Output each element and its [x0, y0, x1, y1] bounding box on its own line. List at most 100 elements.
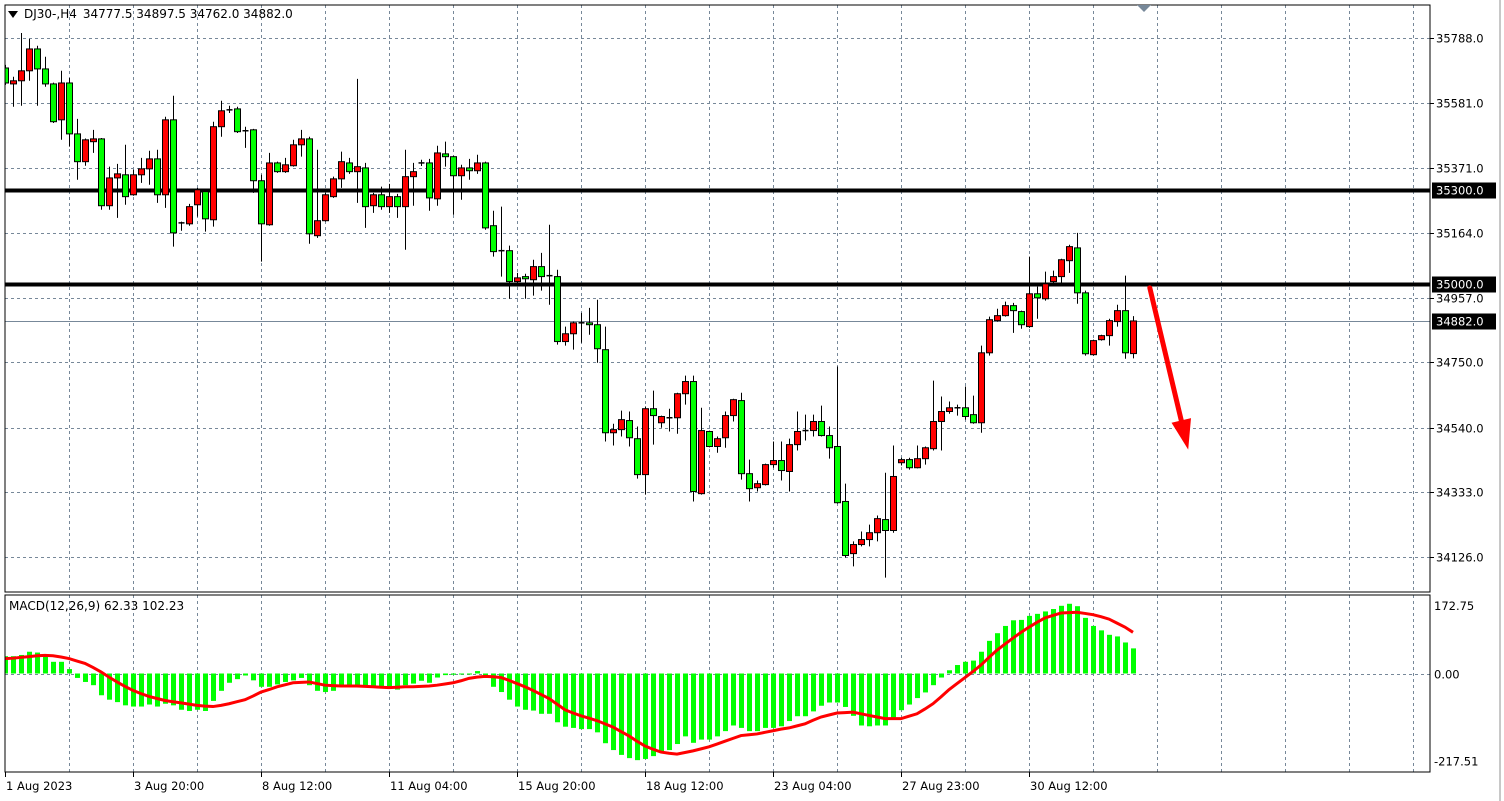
macd-histogram-bar	[883, 673, 888, 726]
macd-histogram-bar	[451, 673, 456, 675]
candle-body	[490, 225, 497, 253]
price-level-label: 35000.0	[1436, 278, 1484, 292]
macd-histogram-bar	[819, 673, 824, 706]
macd-histogram-bar	[35, 652, 40, 674]
macd-histogram-bar	[27, 651, 32, 674]
macd-histogram-bar	[435, 673, 440, 678]
macd-axis-label: -217.51	[1434, 755, 1478, 769]
macd-histogram-bar	[1003, 625, 1008, 674]
macd-histogram-bar	[331, 673, 336, 691]
candle-body	[402, 176, 409, 208]
macd-histogram-bar	[747, 673, 752, 732]
candle-body	[1090, 340, 1097, 356]
macd-histogram-bar	[355, 673, 360, 686]
macd-histogram-bar	[915, 673, 920, 699]
candle-body	[26, 48, 33, 72]
candle-body	[202, 191, 209, 220]
macd-histogram-bar	[795, 673, 800, 717]
candle-body	[930, 421, 937, 450]
price-axis-label: 34957.0	[1436, 292, 1484, 306]
macd-histogram-bar	[1059, 605, 1064, 674]
candle-body	[1098, 335, 1105, 341]
time-axis-label: 1 Aug 2023	[6, 779, 72, 793]
candle-body	[274, 162, 281, 173]
candle-body	[634, 438, 641, 476]
macd-histogram-bar	[43, 656, 48, 674]
macd-histogram-bar	[251, 673, 256, 681]
macd-histogram-bar	[11, 656, 16, 674]
macd-histogram-bar	[715, 673, 720, 737]
macd-histogram-bar	[1019, 619, 1024, 674]
macd-histogram-bar	[115, 673, 120, 703]
macd-histogram-bar	[219, 673, 224, 691]
macd-histogram-bar	[587, 673, 592, 730]
candle-body	[474, 162, 481, 172]
macd-histogram-bar	[619, 673, 624, 755]
candle-body	[194, 189, 201, 206]
macd-histogram-bar	[163, 673, 168, 704]
macd-histogram-bar	[1075, 606, 1080, 674]
macd-histogram-bar	[1091, 625, 1096, 674]
macd-histogram-bar	[651, 673, 656, 757]
triangle-down-icon[interactable]	[8, 10, 18, 18]
candle-body	[674, 393, 681, 419]
chart-shift-marker-icon[interactable]	[1137, 5, 1151, 12]
candle-body	[514, 277, 521, 283]
macd-histogram-bar	[515, 673, 520, 707]
macd-histogram-bar	[923, 673, 928, 693]
candle-body	[74, 133, 81, 163]
time-axis-label: 15 Aug 20:00	[518, 779, 596, 793]
macd-histogram-bar	[187, 673, 192, 711]
candle-body	[554, 276, 561, 343]
macd-histogram-bar	[283, 673, 288, 682]
candle-body	[842, 500, 849, 556]
price-axis-label: 35581.0	[1436, 97, 1484, 111]
macd-histogram-bar	[571, 673, 576, 728]
candle-body	[946, 407, 953, 413]
macd-histogram-bar	[203, 673, 208, 711]
macd-histogram-bar	[707, 673, 712, 740]
macd-histogram-bar	[947, 670, 952, 674]
macd-histogram-bar	[235, 673, 240, 680]
macd-histogram-bar	[99, 673, 104, 696]
macd-histogram-bar	[387, 673, 392, 687]
time-axis-label: 23 Aug 04:00	[774, 779, 852, 793]
macd-histogram-bar	[467, 673, 472, 675]
candle-body	[610, 429, 617, 434]
candle-body	[186, 206, 193, 225]
time-axis-label: 11 Aug 04:00	[390, 779, 468, 793]
macd-histogram-bar	[1067, 603, 1072, 674]
macd-histogram-bar	[971, 660, 976, 674]
macd-histogram-bar	[691, 673, 696, 743]
candle-body	[642, 408, 649, 476]
candle-body	[594, 324, 601, 350]
candle-body	[746, 473, 753, 490]
candle-body	[1114, 310, 1121, 323]
macd-histogram-bar	[107, 673, 112, 700]
candle-body	[866, 532, 873, 541]
candle-body	[506, 250, 513, 283]
candle-body	[1074, 247, 1081, 294]
macd-histogram-bar	[595, 673, 600, 733]
candle-body	[690, 381, 697, 492]
macd-histogram-bar	[339, 673, 344, 687]
macd-axis-label: 172.75	[1434, 599, 1474, 613]
candle-body	[602, 349, 609, 434]
macd-histogram-bar	[907, 673, 912, 705]
candle-body	[1018, 311, 1025, 326]
candle-body	[962, 407, 969, 418]
candle-body	[754, 483, 761, 489]
macd-histogram-bar	[19, 654, 24, 674]
candle-body	[850, 544, 857, 555]
candle-body	[50, 83, 57, 123]
macd-histogram-bar	[139, 673, 144, 707]
candle-body	[722, 415, 729, 439]
macd-histogram-bar	[59, 661, 64, 674]
candle-body	[442, 153, 449, 158]
candle-body	[706, 431, 713, 447]
candle-body	[762, 464, 769, 486]
macd-histogram-bar	[299, 673, 304, 678]
candle-body	[626, 420, 633, 439]
candle-body	[482, 162, 489, 229]
chart-header: DJ30-,H4 34777.5 34897.5 34762.0 34882.0	[8, 7, 293, 21]
